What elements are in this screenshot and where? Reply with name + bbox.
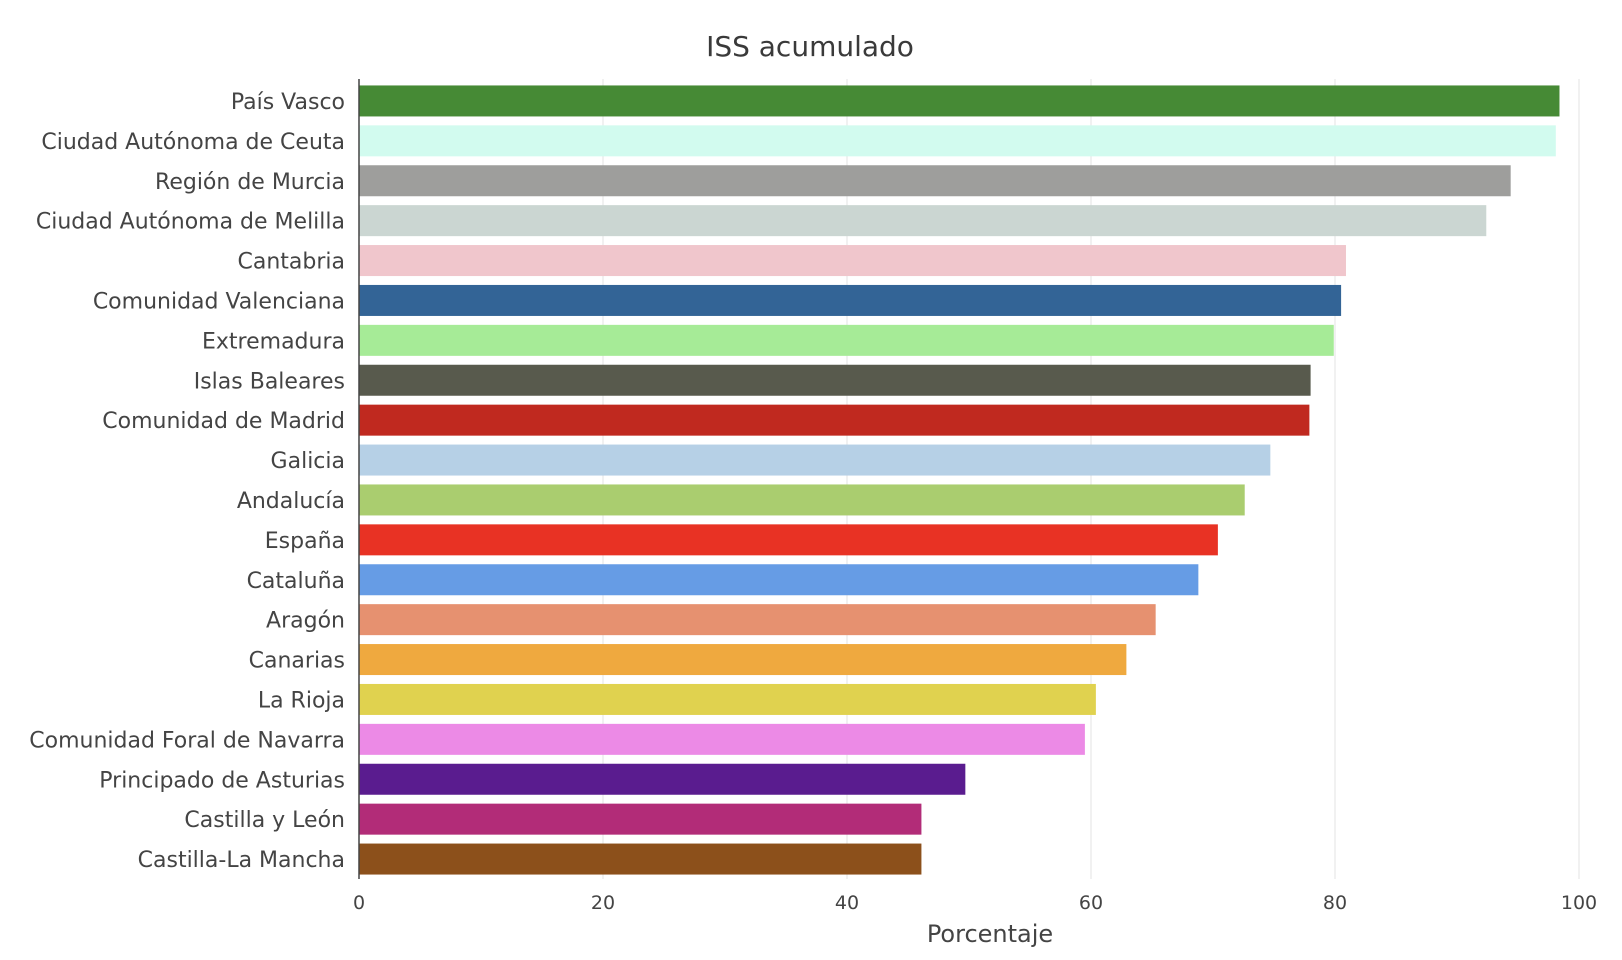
category-label: Andalucía — [237, 489, 345, 514]
bars — [359, 85, 1560, 875]
category-label: Galicia — [271, 449, 345, 474]
category-label: Ciudad Autónoma de Ceuta — [41, 130, 345, 155]
bar[interactable] — [359, 364, 1311, 396]
bar[interactable] — [359, 205, 1487, 237]
category-label: Comunidad Valenciana — [93, 289, 345, 314]
bar[interactable] — [359, 245, 1346, 277]
x-tick-label: 0 — [353, 892, 365, 914]
x-tick-label: 40 — [835, 892, 859, 914]
bar[interactable] — [359, 604, 1156, 636]
bar[interactable] — [359, 644, 1127, 676]
bar[interactable] — [359, 404, 1310, 436]
grid-lines — [602, 79, 1580, 879]
category-label: Islas Baleares — [194, 369, 345, 394]
bar[interactable] — [359, 683, 1096, 715]
category-label: Cantabria — [238, 250, 346, 275]
bar[interactable] — [359, 564, 1199, 596]
category-label: La Rioja — [258, 688, 345, 713]
x-tick-label: 80 — [1323, 892, 1347, 914]
bar[interactable] — [359, 85, 1560, 117]
category-label: Comunidad Foral de Navarra — [29, 728, 345, 753]
bar[interactable] — [359, 324, 1334, 356]
category-label: Cataluña — [247, 569, 345, 594]
bar[interactable] — [359, 165, 1511, 197]
category-label: Castilla y León — [184, 808, 345, 833]
chart-title: ISS acumulado — [706, 30, 914, 63]
bar[interactable] — [359, 524, 1218, 556]
x-tick-label: 20 — [591, 892, 615, 914]
category-label: Castilla-La Mancha — [138, 848, 345, 873]
bar[interactable] — [359, 484, 1245, 516]
category-label: Región de Murcia — [155, 170, 345, 195]
category-label: Extremadura — [202, 329, 345, 354]
category-label: España — [265, 529, 345, 554]
bar[interactable] — [359, 284, 1342, 316]
bar[interactable] — [359, 763, 966, 795]
category-label: Canarias — [249, 649, 345, 674]
category-label: Comunidad de Madrid — [102, 409, 345, 434]
category-label: Principado de Asturias — [99, 768, 345, 793]
bar[interactable] — [359, 723, 1085, 755]
x-tick-label: 60 — [1079, 892, 1103, 914]
bar[interactable] — [359, 125, 1556, 157]
x-axis-title: Porcentaje — [927, 920, 1053, 948]
category-label: Ciudad Autónoma de Melilla — [36, 210, 345, 235]
category-label: Aragón — [266, 609, 345, 634]
bar[interactable] — [359, 803, 922, 835]
x-tick-label: 100 — [1561, 892, 1597, 914]
x-tick-labels: 0 20 40 60 80 100 — [353, 892, 1597, 914]
bar[interactable] — [359, 843, 922, 875]
category-label: País Vasco — [231, 90, 345, 115]
category-labels: País Vasco Ciudad Autónoma de Ceuta Región… — [29, 90, 345, 873]
bar[interactable] — [359, 444, 1271, 476]
